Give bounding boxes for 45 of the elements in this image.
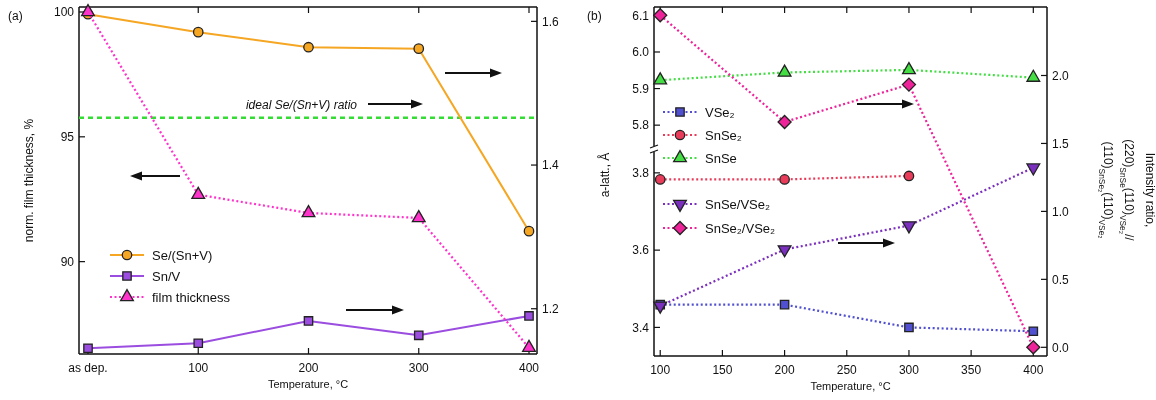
y-tick-label: 90 bbox=[60, 254, 75, 269]
y-tick-label: 1.0 bbox=[1052, 204, 1070, 219]
y-tick-label: 2.0 bbox=[1052, 68, 1070, 83]
y2-tick-label: 1.4 bbox=[542, 158, 560, 173]
x-tick-label: 400 bbox=[1023, 363, 1044, 377]
x-tick-label: 100 bbox=[650, 363, 671, 377]
x-tick-label: 300 bbox=[408, 361, 430, 375]
x-axis-title: Temperature, °C bbox=[267, 378, 349, 390]
y2-tick-label: 1.2 bbox=[542, 301, 560, 316]
legend-label: Sn/V bbox=[152, 268, 181, 284]
y-tick-label: 6.0 bbox=[632, 45, 650, 60]
x-tick-label: 100 bbox=[188, 361, 209, 375]
legend-label: SnSe₂ bbox=[705, 127, 742, 143]
y-tick-label: 3.6 bbox=[632, 243, 650, 258]
x-tick-label: 200 bbox=[298, 361, 319, 375]
y-tick-label: 5.9 bbox=[632, 81, 650, 96]
legend-label: SnSe bbox=[705, 150, 737, 166]
x-tick-label: 400 bbox=[518, 361, 540, 375]
x-tick-label: 200 bbox=[774, 363, 795, 377]
y-tick-label: 0.5 bbox=[1052, 272, 1070, 287]
y-tick-label: 95 bbox=[60, 130, 75, 145]
x-tick-label: 350 bbox=[961, 363, 982, 377]
legend-label: SnSe/VSe₂ bbox=[705, 196, 771, 212]
y-tick-label: 5.8 bbox=[632, 118, 650, 133]
x-axis-title: Temperature, °C bbox=[810, 380, 891, 392]
x-tick-label: as dep. bbox=[68, 361, 108, 375]
y-tick-label: 6.1 bbox=[632, 8, 650, 23]
x-tick-label: 300 bbox=[898, 363, 920, 377]
y2-tick-label: 1.6 bbox=[542, 14, 560, 29]
text: (a) bbox=[8, 9, 23, 23]
x-tick-label: 150 bbox=[712, 363, 733, 377]
y-axis-title: norm. film thickness, % bbox=[22, 118, 36, 243]
legend-label: SnSe₂/VSe₂ bbox=[705, 220, 776, 236]
y-tick-label: 1.5 bbox=[1052, 136, 1070, 151]
legend-label: film thickness bbox=[152, 289, 231, 305]
legend-label: VSe₂ bbox=[705, 104, 735, 120]
y-tick-label: 3.8 bbox=[632, 166, 650, 181]
y-tick-label: 100 bbox=[53, 5, 75, 20]
ref-line-label: ideal Se/(Sn+V) ratio bbox=[245, 98, 358, 112]
y-tick-label: 3.4 bbox=[632, 320, 650, 335]
legend-label: Se/(Sn+V) bbox=[152, 247, 213, 263]
y-axis-title: a-latt., Å bbox=[597, 152, 612, 198]
x-tick-label: 250 bbox=[836, 363, 858, 377]
y-tick-label: 0.0 bbox=[1052, 340, 1070, 355]
text: (b) bbox=[587, 9, 602, 23]
